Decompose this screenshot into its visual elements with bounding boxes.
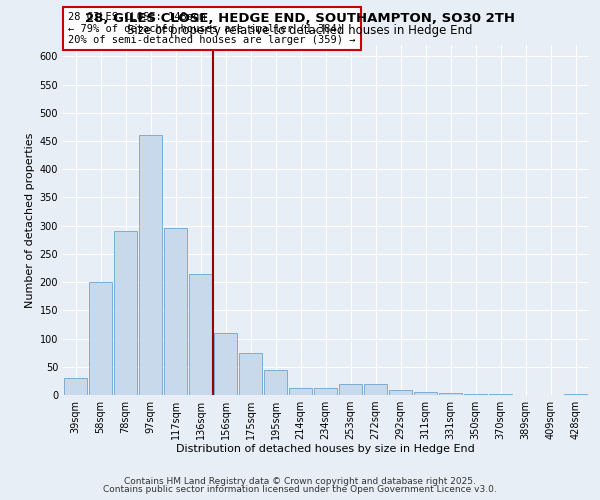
Bar: [89, 282, 112, 395]
Bar: [164, 228, 187, 395]
Bar: [413, 392, 437, 395]
Text: Contains public sector information licensed under the Open Government Licence v3: Contains public sector information licen…: [103, 484, 497, 494]
Text: 28, GILES CLOSE, HEDGE END, SOUTHAMPTON, SO30 2TH: 28, GILES CLOSE, HEDGE END, SOUTHAMPTON,…: [85, 12, 515, 26]
Bar: [488, 394, 512, 395]
Bar: [563, 394, 587, 395]
X-axis label: Distribution of detached houses by size in Hedge End: Distribution of detached houses by size …: [176, 444, 475, 454]
Bar: [364, 384, 388, 395]
Bar: [214, 333, 238, 395]
Text: Size of property relative to detached houses in Hedge End: Size of property relative to detached ho…: [127, 24, 473, 37]
Bar: [289, 388, 313, 395]
Bar: [113, 232, 137, 395]
Text: Contains HM Land Registry data © Crown copyright and database right 2025.: Contains HM Land Registry data © Crown c…: [124, 477, 476, 486]
Text: 28 GILES CLOSE: 148sqm
← 79% of detached houses are smaller (1,384)
20% of semi-: 28 GILES CLOSE: 148sqm ← 79% of detached…: [68, 12, 356, 45]
Bar: [314, 388, 337, 395]
Bar: [188, 274, 212, 395]
Bar: [464, 394, 487, 395]
Bar: [338, 384, 362, 395]
Bar: [389, 390, 412, 395]
Y-axis label: Number of detached properties: Number of detached properties: [25, 132, 35, 308]
Bar: [263, 370, 287, 395]
Bar: [64, 378, 88, 395]
Bar: [439, 394, 463, 395]
Bar: [139, 136, 163, 395]
Bar: [239, 352, 262, 395]
